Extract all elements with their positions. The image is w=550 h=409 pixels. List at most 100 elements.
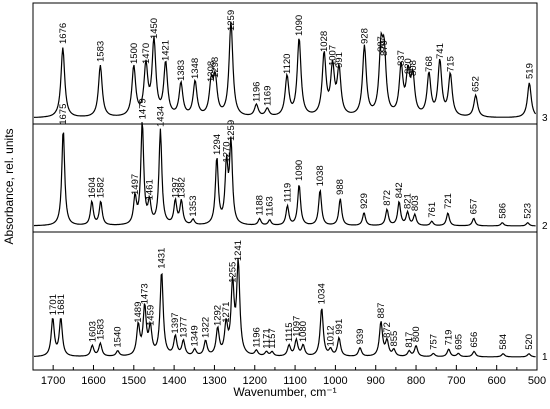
x-axis-label: Wavenumber, cm⁻¹ bbox=[233, 385, 336, 399]
peak-label-2-1397: 1397 bbox=[170, 177, 181, 198]
peak-label-3-991: 991 bbox=[334, 52, 345, 68]
peak-label-1-1241: 1241 bbox=[233, 240, 244, 261]
x-tick-label-1400: 1400 bbox=[162, 375, 186, 387]
peak-label-2-1270: 1270 bbox=[222, 141, 233, 162]
peak-label-3-768: 768 bbox=[424, 56, 435, 72]
x-tick-label-1200: 1200 bbox=[243, 375, 267, 387]
spectrum-traces bbox=[33, 21, 537, 358]
peak-label-3-1196: 1196 bbox=[251, 82, 262, 102]
x-tick-label-600: 600 bbox=[488, 375, 506, 387]
peak-label-2-1188: 1188 bbox=[255, 195, 266, 215]
peak-label-3-519: 519 bbox=[524, 63, 535, 79]
plot-frame bbox=[32, 2, 538, 371]
peak-label-3-1259: 1259 bbox=[226, 10, 237, 31]
peak-label-1-1701: 1701 bbox=[48, 294, 59, 315]
peak-label-2-1038: 1038 bbox=[315, 165, 326, 186]
peak-label-2-721: 721 bbox=[443, 193, 454, 209]
peak-label-3-887: 887 bbox=[376, 36, 387, 52]
peak-label-3-1450: 1450 bbox=[149, 18, 160, 39]
peak-label-2-761: 761 bbox=[427, 202, 438, 218]
peak-label-2-1497: 1497 bbox=[130, 174, 141, 195]
peak-label-1-1115: 1115 bbox=[284, 322, 295, 342]
peak-label-2-1294: 1294 bbox=[212, 134, 223, 155]
peak-label-1-991: 991 bbox=[334, 319, 345, 335]
peak-label-1-887: 887 bbox=[376, 303, 387, 319]
peak-label-1-1489: 1489 bbox=[133, 302, 144, 323]
peak-label-1-1377: 1377 bbox=[178, 317, 189, 338]
peak-label-2-1434: 1434 bbox=[155, 106, 166, 127]
peak-label-1-872: 872 bbox=[382, 322, 393, 338]
peak-label-2-1353: 1353 bbox=[188, 195, 199, 216]
peak-label-2-1582: 1582 bbox=[96, 177, 107, 198]
peak-label-2-1461: 1461 bbox=[145, 179, 156, 200]
x-tick-label-1000: 1000 bbox=[323, 375, 347, 387]
peak-label-3-1028: 1028 bbox=[319, 31, 330, 52]
peak-label-1-1397: 1397 bbox=[170, 312, 181, 333]
peak-label-2-872: 872 bbox=[382, 190, 393, 206]
spectrum-line-2 bbox=[33, 122, 536, 227]
peak-label-1-1012: 1012 bbox=[326, 325, 337, 346]
spectrum-line-3 bbox=[33, 21, 537, 118]
peak-label-2-842: 842 bbox=[394, 182, 405, 198]
peak-label-3-1348: 1348 bbox=[190, 58, 201, 79]
peak-label-1-1322: 1322 bbox=[201, 317, 212, 338]
peak-label-2-1163: 1163 bbox=[265, 196, 276, 216]
trace-number-1: 1 bbox=[542, 352, 548, 363]
peak-label-2-929: 929 bbox=[359, 193, 370, 209]
trace-number-2: 2 bbox=[542, 221, 548, 232]
peak-label-3-1169: 1169 bbox=[262, 86, 273, 106]
x-tick-label-1100: 1100 bbox=[283, 375, 307, 387]
x-tick-label-900: 900 bbox=[367, 375, 385, 387]
peak-label-3-1308: 1308 bbox=[206, 61, 217, 82]
peak-label-1-855: 855 bbox=[389, 331, 400, 347]
peak-label-3-715: 715 bbox=[445, 56, 456, 72]
peak-label-3-1676: 1676 bbox=[58, 23, 69, 44]
peak-label-1-1271: 1271 bbox=[221, 302, 232, 323]
peak-label-1-1681: 1681 bbox=[56, 294, 67, 315]
spectrum-line-1 bbox=[33, 258, 536, 358]
x-tick-label-700: 700 bbox=[447, 375, 465, 387]
peak-label-3-1583: 1583 bbox=[95, 41, 106, 62]
peak-label-1-1603: 1603 bbox=[87, 321, 98, 342]
peak-label-2-1604: 1604 bbox=[87, 177, 98, 198]
peak-label-1-1540: 1540 bbox=[113, 326, 124, 347]
peak-label-1-584: 584 bbox=[498, 334, 509, 350]
peak-label-2-657: 657 bbox=[469, 199, 480, 215]
peak-label-1-1473: 1473 bbox=[140, 283, 151, 304]
peak-label-3-652: 652 bbox=[471, 76, 482, 92]
peak-label-3-879: 879 bbox=[379, 40, 390, 56]
peak-label-2-988: 988 bbox=[335, 179, 346, 195]
peak-label-1-1097: 1097 bbox=[291, 316, 302, 337]
peak-label-1-1292: 1292 bbox=[213, 305, 224, 326]
peak-label-3-837: 837 bbox=[396, 50, 407, 66]
peak-label-3-1383: 1383 bbox=[176, 60, 187, 81]
peak-label-1-817: 817 bbox=[404, 332, 415, 348]
x-tick-label-1700: 1700 bbox=[41, 375, 65, 387]
peak-label-2-1675: 1675 bbox=[58, 104, 69, 125]
peak-label-3-820: 820 bbox=[403, 58, 414, 74]
peak-label-1-1255: 1255 bbox=[228, 262, 239, 283]
peak-label-2-803: 803 bbox=[410, 195, 421, 211]
peak-label-2-1090: 1090 bbox=[294, 160, 305, 181]
y-axis-label: Absorbance, rel. units bbox=[2, 128, 16, 244]
peak-label-3-1120: 1120 bbox=[282, 54, 293, 74]
peak-label-3-1090: 1090 bbox=[294, 15, 305, 36]
x-tick-label-500: 500 bbox=[528, 375, 546, 387]
trace-number-3: 3 bbox=[542, 113, 548, 124]
peak-label-3-1007: 1007 bbox=[328, 45, 339, 66]
peak-label-1-1171: 1171 bbox=[261, 328, 272, 348]
peak-label-1-719: 719 bbox=[444, 330, 455, 346]
peak-label-1-695: 695 bbox=[453, 334, 464, 350]
peak-label-1-1080: 1080 bbox=[298, 321, 309, 342]
peak-label-1-1431: 1431 bbox=[157, 248, 168, 269]
peak-label-2-1382: 1382 bbox=[176, 177, 187, 198]
peak-label-3-808: 808 bbox=[408, 60, 419, 76]
peak-label-3-1470: 1470 bbox=[141, 43, 152, 64]
peak-label-1-939: 939 bbox=[355, 329, 366, 345]
x-tick-label-800: 800 bbox=[407, 375, 425, 387]
peak-label-2-1259: 1259 bbox=[226, 120, 237, 141]
peak-label-3-1298: 1298 bbox=[210, 57, 221, 78]
